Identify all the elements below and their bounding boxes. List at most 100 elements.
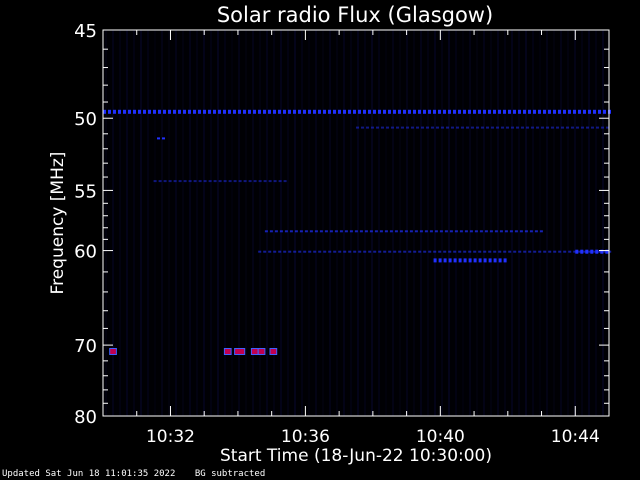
band-segment — [356, 126, 359, 129]
band-segment — [536, 126, 539, 129]
band-segment — [504, 230, 508, 233]
band-segment — [374, 230, 378, 233]
band-segment — [516, 126, 519, 129]
texture-stripe — [567, 30, 569, 416]
band-segment — [488, 250, 492, 253]
band-segment — [383, 250, 387, 253]
band-segment — [528, 250, 532, 253]
band-segment — [578, 109, 581, 114]
band-segment — [511, 126, 514, 129]
band-segment — [349, 230, 353, 233]
band-segment — [379, 230, 383, 233]
band-segment — [168, 109, 171, 114]
band-segment — [463, 250, 467, 253]
band-segment — [603, 109, 606, 114]
band-segment — [163, 180, 167, 183]
band-segment — [238, 180, 242, 183]
emission-band — [103, 109, 611, 114]
band-segment — [598, 250, 602, 253]
band-segment — [473, 250, 477, 253]
band-segment — [503, 258, 507, 263]
band-segment — [568, 109, 571, 114]
band-segment — [433, 109, 436, 114]
texture-stripe — [294, 30, 296, 416]
texture-stripe — [336, 30, 338, 416]
band-segment — [439, 230, 443, 233]
band-segment — [399, 230, 403, 233]
band-segment — [518, 250, 522, 253]
band-segment — [344, 230, 348, 233]
band-segment — [468, 258, 472, 263]
texture-stripe — [224, 30, 226, 416]
x-tick-label: 10:40 — [416, 427, 465, 447]
band-segment — [319, 230, 323, 233]
texture-stripe — [385, 30, 387, 416]
band-segment — [143, 109, 146, 114]
band-segment — [464, 230, 468, 233]
band-segment — [358, 109, 361, 114]
band-segment — [521, 126, 524, 129]
band-segment — [573, 109, 576, 114]
band-segment — [575, 249, 579, 254]
band-segment — [558, 250, 562, 253]
texture-stripe — [322, 30, 324, 416]
texture-stripe — [490, 30, 492, 416]
band-segment — [534, 230, 538, 233]
updated-timestamp: Updated Sat Jun 18 11:01:35 2022 — [2, 469, 176, 479]
band-segment — [448, 250, 452, 253]
band-segment — [449, 230, 453, 233]
emission-band — [258, 250, 612, 253]
band-segment — [278, 109, 281, 114]
band-segment — [298, 250, 302, 253]
band-segment — [283, 109, 286, 114]
texture-stripe — [245, 30, 247, 416]
band-segment — [223, 180, 227, 183]
band-segment — [433, 250, 437, 253]
texture-stripe — [595, 30, 597, 416]
band-segment — [289, 230, 293, 233]
band-segment — [501, 126, 504, 129]
band-segment — [248, 109, 251, 114]
band-segment — [263, 109, 266, 114]
band-segment — [368, 250, 372, 253]
band-segment — [419, 230, 423, 233]
band-segment — [533, 109, 536, 114]
band-segment — [163, 109, 166, 114]
x-tick-label: 10:44 — [551, 427, 600, 447]
bg-subtracted-note: BG subtracted — [194, 469, 266, 479]
band-segment — [183, 180, 187, 183]
band-segment — [483, 258, 487, 263]
texture-stripe — [518, 30, 520, 416]
band-segment — [128, 109, 131, 114]
band-segment — [354, 230, 358, 233]
band-segment — [308, 109, 311, 114]
band-segment — [421, 126, 424, 129]
band-segment — [478, 109, 481, 114]
band-segment — [162, 137, 165, 140]
band-segment — [479, 230, 483, 233]
band-segment — [403, 109, 406, 114]
band-segment — [218, 109, 221, 114]
band-segment — [483, 109, 486, 114]
band-segment — [339, 230, 343, 233]
band-segment — [243, 180, 247, 183]
band-segment — [406, 126, 409, 129]
band-segment — [323, 109, 326, 114]
band-segment — [363, 109, 366, 114]
texture-stripe — [175, 30, 177, 416]
band-segment — [408, 109, 411, 114]
y-tick-label: 45 — [74, 21, 97, 42]
texture-stripe — [588, 30, 590, 416]
band-segment — [598, 109, 601, 114]
band-segment — [368, 109, 371, 114]
band-segment — [426, 126, 429, 129]
texture-stripe — [560, 30, 562, 416]
y-tick-label: 70 — [74, 336, 97, 357]
x-tick-label: 10:32 — [146, 427, 195, 447]
band-segment — [576, 126, 579, 129]
band-segment — [458, 258, 462, 263]
band-segment — [381, 126, 384, 129]
band-segment — [178, 180, 182, 183]
texture-stripe — [203, 30, 205, 416]
texture-stripe — [168, 30, 170, 416]
